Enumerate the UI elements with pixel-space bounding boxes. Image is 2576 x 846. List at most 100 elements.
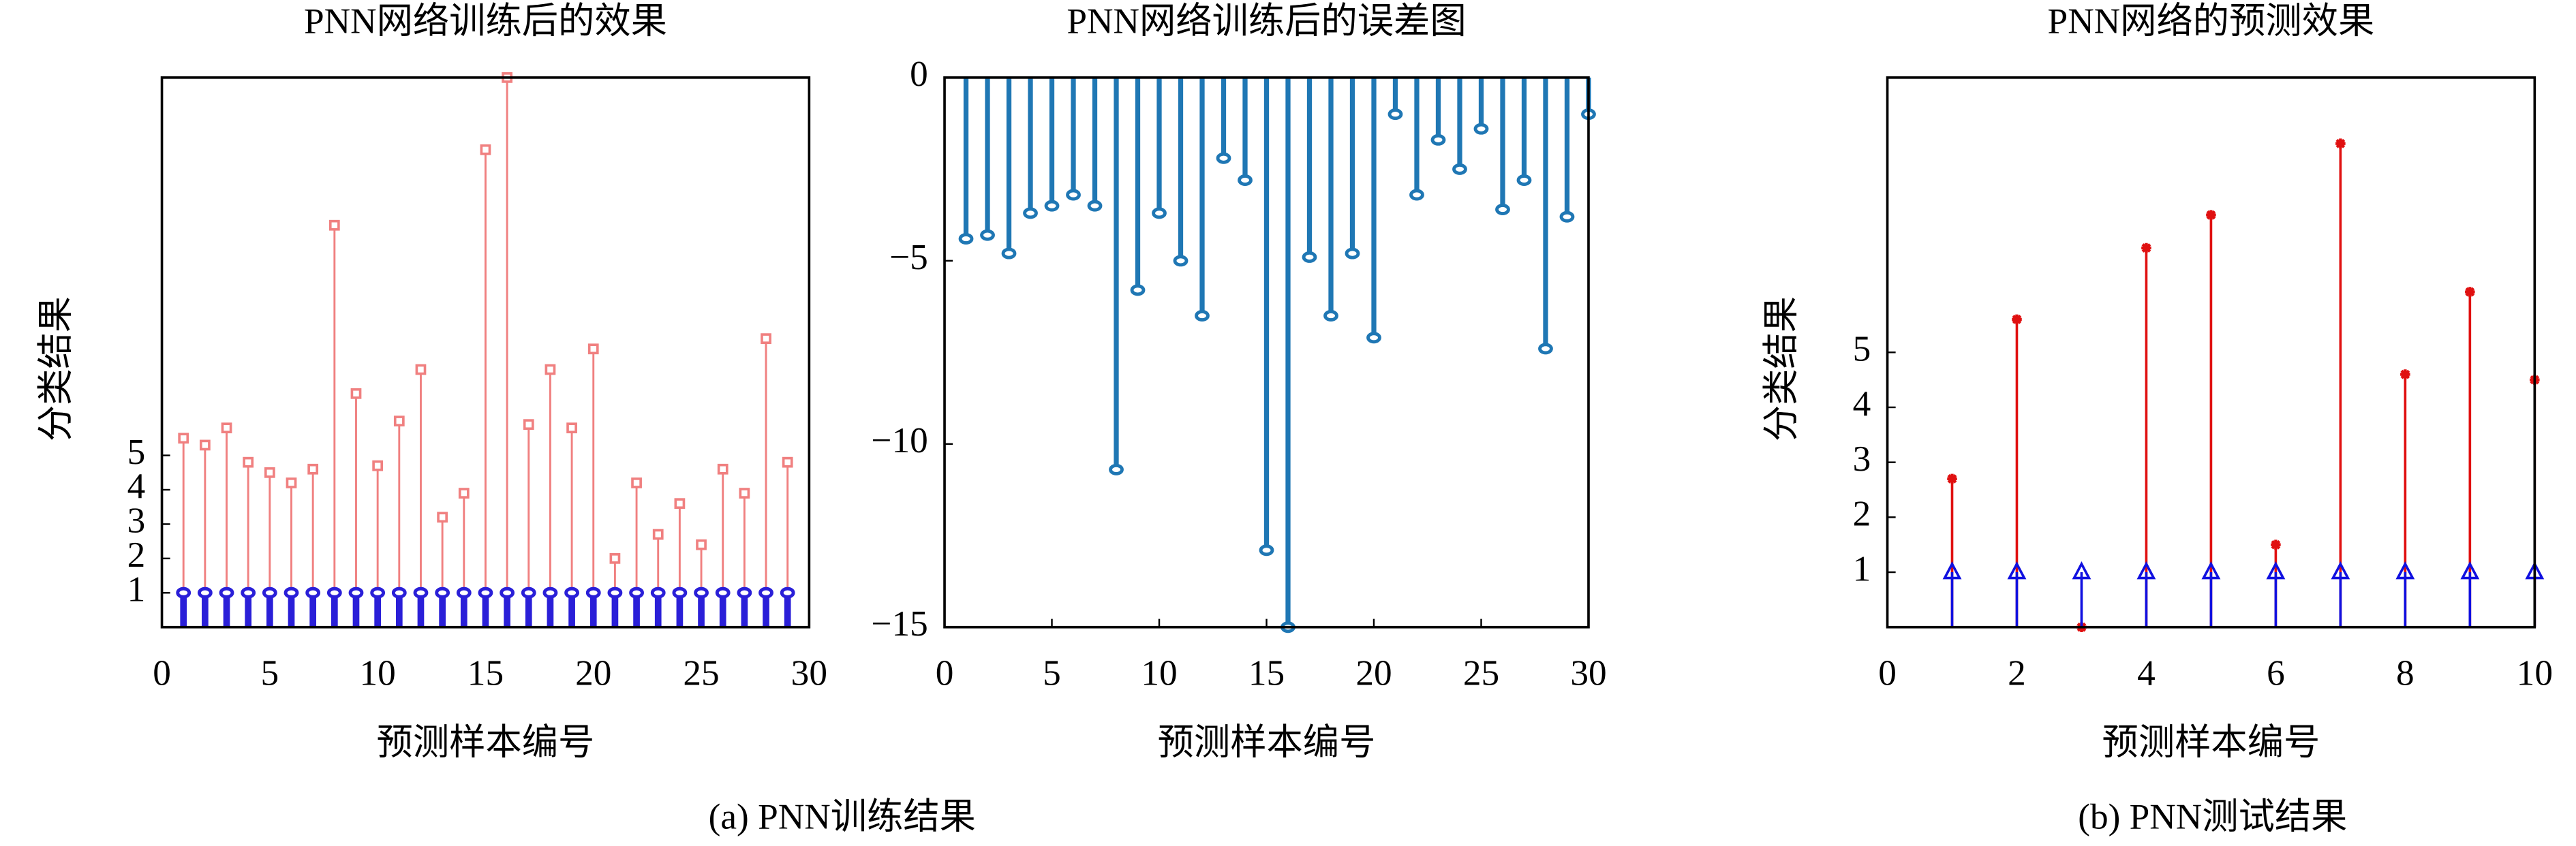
marker — [542, 586, 558, 599]
marker — [413, 586, 429, 599]
x-tick-label: 0 — [936, 653, 954, 693]
marker — [178, 433, 189, 444]
marker — [219, 586, 234, 599]
marker — [1495, 204, 1510, 216]
marker — [415, 364, 427, 375]
marker — [1109, 463, 1124, 475]
marker — [631, 477, 642, 488]
marker — [1066, 189, 1081, 201]
marker — [199, 439, 211, 451]
marker — [1947, 473, 1957, 484]
marker — [2271, 539, 2281, 550]
x-axis-label: 预测样本编号 — [1158, 722, 1376, 762]
chart-title: PNN网络的预测效果 — [2048, 1, 2375, 42]
marker — [2465, 287, 2475, 297]
marker — [2141, 242, 2151, 253]
marker — [393, 416, 405, 427]
marker — [758, 586, 773, 599]
marker — [980, 229, 995, 241]
marker — [480, 144, 491, 155]
plot-frame — [1886, 76, 2536, 629]
y-tick-label: 3 — [127, 501, 146, 541]
marker — [305, 586, 321, 599]
marker — [566, 422, 577, 434]
marker — [456, 586, 472, 599]
marker — [1516, 174, 1532, 186]
marker — [1195, 310, 1210, 322]
x-tick-label: 10 — [2517, 653, 2553, 693]
marker — [609, 552, 621, 564]
marker — [391, 586, 407, 599]
marker — [672, 586, 688, 599]
marker — [262, 586, 277, 599]
marker — [2335, 138, 2346, 148]
x-tick-label: 25 — [1463, 653, 1499, 693]
marker — [2072, 561, 2091, 580]
y-tick-label: −15 — [871, 604, 927, 644]
marker — [176, 586, 191, 599]
marker — [1452, 163, 1467, 175]
marker — [348, 586, 364, 599]
marker — [737, 586, 752, 599]
marker — [2400, 369, 2410, 379]
marker — [370, 586, 386, 599]
x-tick-label: 2 — [2008, 653, 2026, 693]
y-tick-label: 4 — [127, 466, 146, 506]
marker — [500, 586, 515, 599]
x-tick-label: 0 — [1878, 653, 1897, 693]
marker — [1216, 152, 1231, 164]
y-tick-label: 5 — [127, 432, 146, 472]
marker — [283, 586, 299, 599]
x-tick-label: 10 — [1141, 653, 1177, 693]
marker — [523, 419, 534, 430]
marker — [564, 586, 579, 599]
marker — [1538, 343, 1553, 355]
marker — [1087, 200, 1103, 212]
y-tick-label: 4 — [1853, 383, 1871, 424]
marker — [1323, 310, 1338, 322]
y-tick-label: 0 — [910, 54, 928, 94]
marker — [782, 456, 793, 468]
plot-frame — [160, 76, 811, 629]
x-tick-label: 15 — [1248, 653, 1285, 693]
marker — [241, 586, 256, 599]
y-tick-label: −5 — [889, 237, 928, 277]
x-tick-label: 0 — [153, 653, 171, 693]
y-axis-label: 分类结果 — [1762, 296, 1802, 441]
x-tick-label: 4 — [2137, 653, 2156, 693]
marker — [2007, 561, 2027, 580]
marker — [694, 586, 709, 599]
marker — [478, 586, 493, 599]
marker — [2266, 561, 2286, 580]
marker — [2206, 210, 2216, 220]
marker — [2460, 561, 2480, 580]
x-tick-label: 5 — [1043, 653, 1061, 693]
marker — [674, 498, 686, 510]
marker — [1023, 207, 1038, 219]
x-tick-label: 5 — [261, 653, 279, 693]
marker — [1345, 247, 1360, 260]
x-tick-label: 25 — [683, 653, 719, 693]
marker — [2331, 561, 2350, 580]
marker — [328, 219, 340, 231]
marker — [243, 456, 254, 468]
y-axis-label: 分类结果 — [36, 296, 76, 441]
marker — [1259, 544, 1274, 557]
chart-title: PNN网络训练后的误差图 — [1067, 1, 1466, 42]
y-tick-label: 1 — [127, 569, 146, 610]
marker — [1302, 251, 1317, 263]
x-tick-label: 20 — [1355, 653, 1392, 693]
marker — [521, 586, 536, 599]
marker — [780, 586, 795, 599]
marker — [307, 463, 319, 475]
caption: (b) PNN测试结果 — [2078, 796, 2347, 836]
marker — [1387, 108, 1403, 121]
marker — [1173, 255, 1189, 267]
marker — [2136, 561, 2156, 580]
y-tick-label: 2 — [127, 535, 146, 575]
y-tick-label: −10 — [871, 420, 927, 460]
x-axis-label: 预测样本编号 — [2102, 722, 2320, 762]
marker — [958, 233, 974, 245]
marker — [1942, 561, 1962, 580]
